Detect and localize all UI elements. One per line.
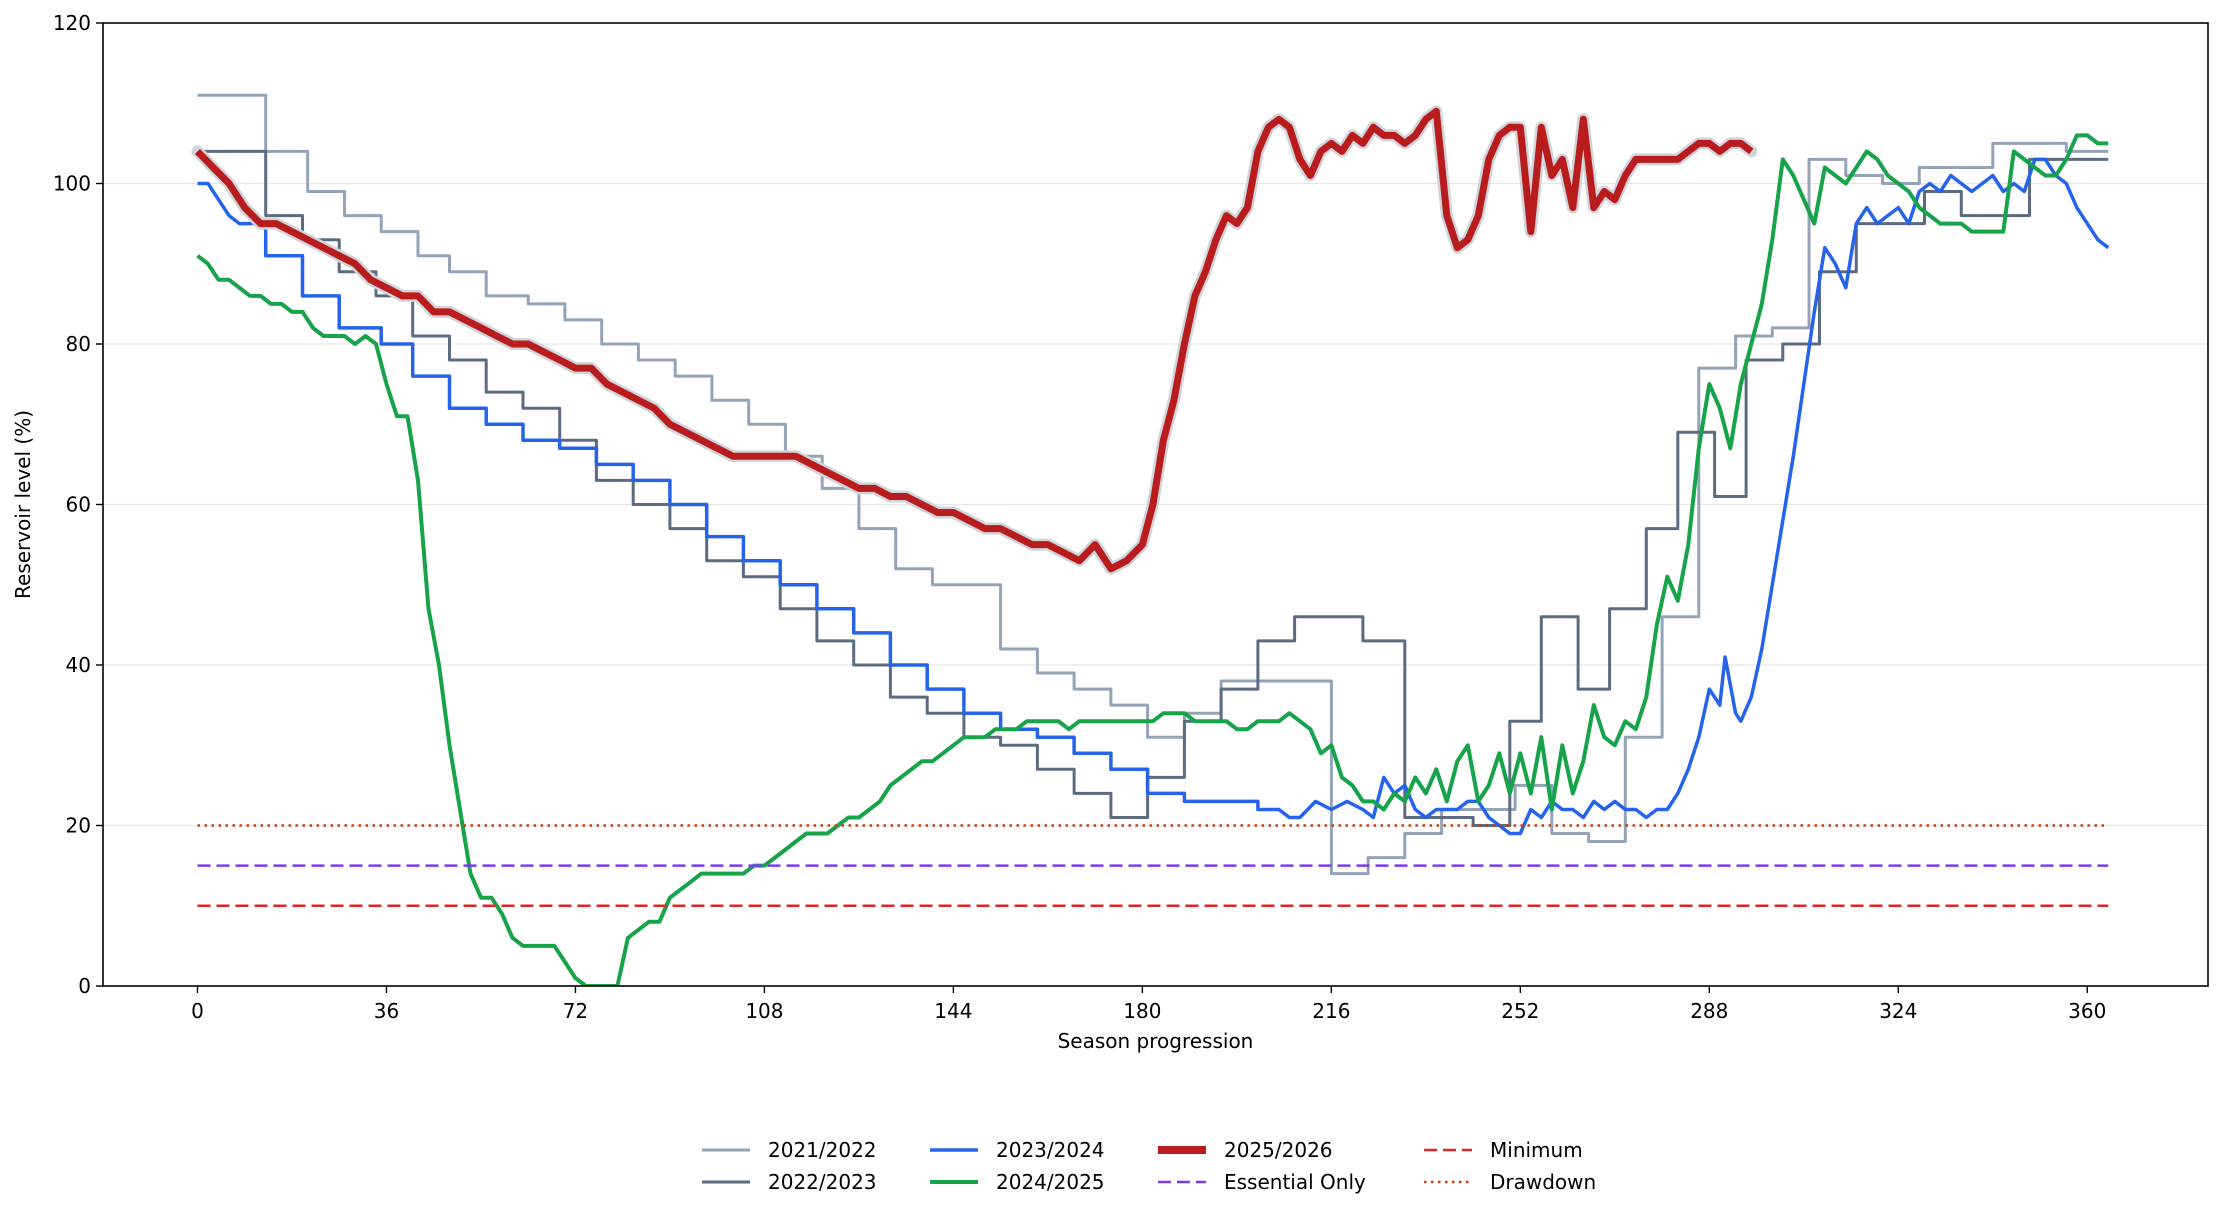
legend-label-drawdown: Drawdown: [1490, 1170, 1596, 1194]
x-tick-label: 360: [2068, 999, 2106, 1023]
x-tick-label: 108: [745, 999, 783, 1023]
legend-label-2024-2025: 2024/2025: [996, 1170, 1105, 1194]
y-tick-label: 40: [66, 653, 91, 677]
y-axis-title: Reservoir level (%): [11, 410, 35, 599]
y-tick-label: 20: [66, 814, 91, 838]
x-tick-label: 288: [1690, 999, 1728, 1023]
axes: 0 20 40 60 80 100 120 0 36 72 108 144 180 216 252 288 32…: [53, 11, 2107, 1023]
legend-label-minimum: Minimum: [1490, 1138, 1583, 1162]
y-tick-label: 60: [66, 493, 91, 517]
x-tick-label: 216: [1312, 999, 1350, 1023]
y-tick-label: 0: [78, 974, 91, 998]
series-line-2024-2025: [196, 133, 2109, 986]
x-tick-label: 72: [563, 999, 588, 1023]
legend-label-2025-2026: 2025/2026: [1224, 1138, 1333, 1162]
series-layer: [191, 93, 2110, 986]
legend-label-2022-2023: 2022/2023: [768, 1170, 877, 1194]
legend-label-2021-2022: 2021/2022: [768, 1138, 877, 1162]
series-line-2023-2024: [197, 157, 2110, 836]
y-tick-label: 120: [53, 11, 91, 35]
x-axis-title: Season progression: [1058, 1029, 1254, 1053]
x-tick-label: 252: [1501, 999, 1539, 1023]
x-tick-label: 144: [934, 999, 972, 1023]
y-tick-label: 80: [66, 332, 91, 356]
x-tick-label: 180: [1123, 999, 1161, 1023]
series-line-2022-2023: [197, 149, 2109, 827]
x-tick-label: 36: [374, 999, 399, 1023]
legend: 2021/2022 2022/2023 2023/2024 2024/2025 2025…: [702, 1138, 1596, 1194]
legend-label-essential-only: Essential Only: [1224, 1170, 1366, 1194]
x-tick-label: 0: [191, 999, 204, 1023]
legend-label-2023-2024: 2023/2024: [996, 1138, 1105, 1162]
series-line-2025-2026: [194, 107, 1754, 573]
y-tick-label: 100: [53, 172, 91, 196]
x-tick-label: 324: [1879, 999, 1917, 1023]
series-line-2021-2022: [197, 93, 2109, 876]
